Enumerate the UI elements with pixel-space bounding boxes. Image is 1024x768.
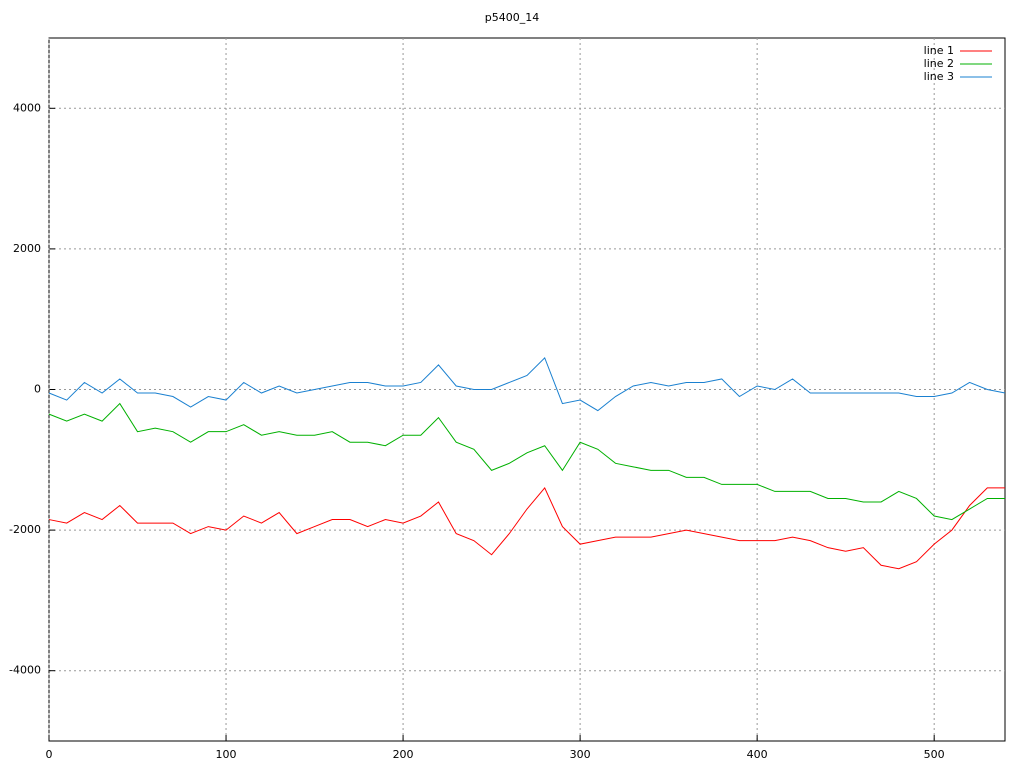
y-tick-label: -2000 xyxy=(9,523,41,536)
legend-label: line 2 xyxy=(924,57,954,70)
legend-label: line 3 xyxy=(924,70,954,83)
x-tick-label: 300 xyxy=(570,748,591,761)
y-tick-label: 4000 xyxy=(13,101,41,114)
x-tick-label: 0 xyxy=(46,748,53,761)
series-line xyxy=(48,486,1005,570)
plot-frame xyxy=(48,37,1006,742)
x-tick-label: 100 xyxy=(216,748,237,761)
x-tick-label: 200 xyxy=(393,748,414,761)
series-line xyxy=(48,402,1005,521)
x-tick-label: 500 xyxy=(924,748,945,761)
y-tick-label: 0 xyxy=(34,383,41,396)
x-tick-label: 400 xyxy=(747,748,768,761)
series-line xyxy=(48,356,1006,412)
y-tick-label: 2000 xyxy=(13,242,41,255)
legend-label: line 1 xyxy=(924,44,954,57)
y-tick-label: -4000 xyxy=(9,664,41,677)
chart-title: p5400_14 xyxy=(485,11,539,24)
